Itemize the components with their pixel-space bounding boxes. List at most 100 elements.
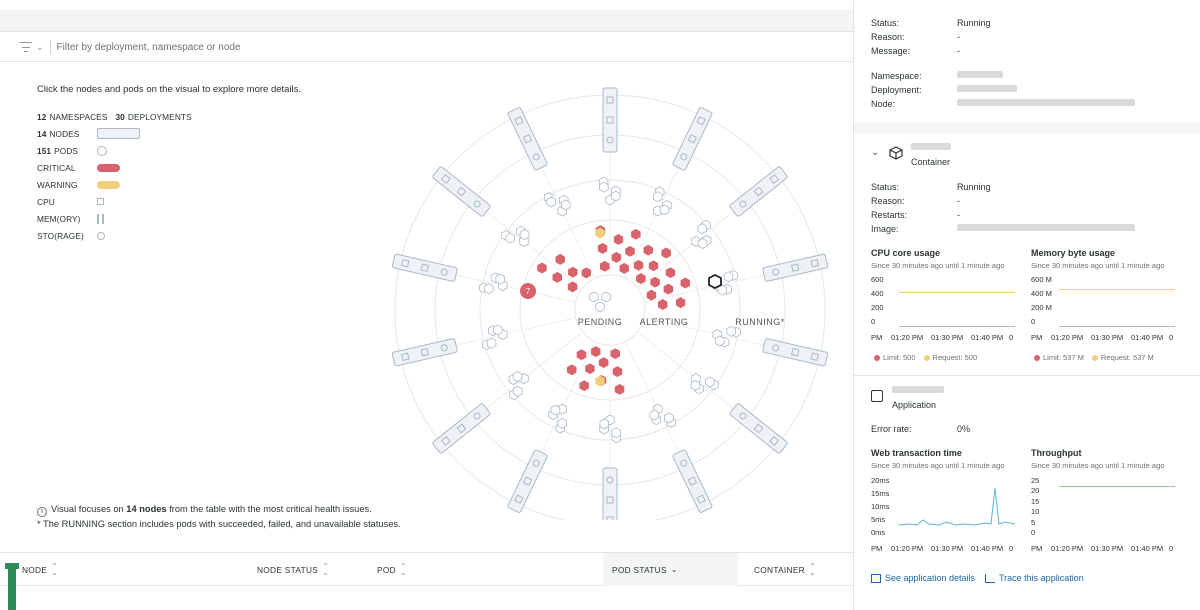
running-pod[interactable]	[697, 223, 707, 235]
critical-pod[interactable]	[650, 276, 660, 288]
critical-pod[interactable]	[566, 364, 577, 376]
critical-pod[interactable]	[537, 262, 547, 274]
critical-pod[interactable]	[675, 297, 686, 309]
column-pod[interactable]: POD ⌃ ⌄	[377, 553, 577, 586]
see-application-details-link[interactable]: See application details	[871, 573, 975, 583]
column-pod-status[interactable]: POD STATUS ⌄	[603, 553, 738, 586]
cpu-chart[interactable]: 600 400 200 0 PM 01:20 PM 01:30 PM 01:40…	[871, 275, 1015, 345]
critical-pod[interactable]	[657, 299, 668, 310]
running-pod[interactable]	[493, 324, 503, 336]
running-pod[interactable]	[723, 271, 734, 283]
node[interactable]	[762, 338, 829, 367]
running-pod[interactable]	[697, 238, 708, 249]
critical-pod[interactable]	[555, 253, 565, 265]
running-pod[interactable]	[705, 376, 715, 388]
sort-icon[interactable]: ⌃ ⌄	[51, 561, 59, 577]
critical-pod[interactable]	[663, 283, 674, 295]
pending-pod[interactable]	[589, 291, 599, 303]
critical-pod[interactable]	[579, 380, 589, 392]
sort-desc-icon[interactable]: ⌄	[670, 564, 678, 574]
running-pod[interactable]	[610, 190, 621, 202]
memory-chart[interactable]: 600 M 400 M 200 M 0 PM 01:20 PM 01:30 PM…	[1031, 275, 1175, 345]
critical-pod[interactable]	[576, 349, 587, 361]
running-pod[interactable]	[560, 199, 571, 211]
running-pod[interactable]	[714, 335, 725, 347]
critical-pod[interactable]	[680, 277, 691, 289]
critical-pod[interactable]	[613, 234, 624, 245]
running-pod[interactable]	[659, 204, 670, 216]
critical-pod[interactable]	[619, 262, 629, 274]
running-pod[interactable]	[664, 412, 674, 424]
running-pod[interactable]	[486, 337, 497, 349]
critical-pod[interactable]	[585, 363, 595, 375]
critical-pod[interactable]	[633, 259, 644, 271]
critical-pod[interactable]	[568, 266, 578, 278]
column-node-status[interactable]: NODE STATUS ⌃ ⌄	[257, 553, 367, 586]
running-pod[interactable]	[652, 191, 663, 203]
web-transaction-chart[interactable]: 20ms 15ms 10ms 5ms 0ms PM 01:20 PM 01:30…	[871, 476, 1015, 556]
filter-icon[interactable]	[20, 42, 32, 52]
filter-input[interactable]	[56, 41, 657, 53]
trace-application-link[interactable]: Trace this application	[985, 573, 1084, 583]
running-pod[interactable]	[495, 273, 505, 285]
running-pod[interactable]	[513, 385, 523, 397]
pending-critical-cluster[interactable]	[520, 283, 536, 299]
critical-pod[interactable]	[661, 247, 671, 259]
pending-pod[interactable]	[601, 291, 611, 303]
critical-pod[interactable]	[598, 357, 609, 369]
running-pod[interactable]	[726, 325, 736, 337]
running-pod[interactable]	[599, 418, 610, 430]
critical-pod[interactable]	[591, 346, 601, 358]
node[interactable]	[432, 403, 491, 454]
node[interactable]	[507, 449, 548, 513]
running-pod[interactable]	[611, 427, 621, 439]
pending-pod[interactable]	[595, 301, 605, 313]
column-container[interactable]: CONTAINER ⌃ ⌄	[754, 553, 844, 586]
warning-pod[interactable]	[595, 227, 605, 239]
critical-pod[interactable]	[646, 289, 657, 301]
collapse-chevron-icon[interactable]: ⌄	[871, 147, 880, 158]
critical-pod[interactable]	[567, 281, 578, 293]
node[interactable]	[391, 338, 458, 367]
running-pod[interactable]	[546, 196, 556, 208]
column-node[interactable]: NODE ⌃ ⌄	[22, 553, 222, 586]
critical-pod[interactable]	[665, 267, 676, 279]
sort-icon[interactable]: ⌃ ⌄	[322, 561, 330, 577]
running-pod[interactable]	[599, 181, 609, 193]
running-pod[interactable]	[649, 409, 660, 421]
sort-icon[interactable]: ⌃ ⌄	[808, 561, 816, 577]
critical-pod[interactable]	[612, 366, 623, 378]
node[interactable]	[729, 166, 788, 217]
node[interactable]	[672, 449, 713, 513]
critical-pod[interactable]	[599, 260, 610, 272]
critical-pod[interactable]	[648, 260, 659, 272]
running-pod[interactable]	[484, 283, 494, 295]
critical-pod[interactable]	[614, 383, 625, 395]
critical-pod[interactable]	[610, 348, 621, 360]
node[interactable]	[432, 166, 491, 217]
critical-pod[interactable]	[597, 242, 608, 254]
node[interactable]	[672, 107, 713, 171]
chevron-down-icon[interactable]: ⌄	[36, 41, 44, 52]
running-pod[interactable]	[505, 232, 515, 244]
critical-pod[interactable]	[636, 273, 646, 285]
running-pod[interactable]	[690, 379, 701, 391]
selected-pod[interactable]	[708, 273, 722, 290]
node[interactable]	[391, 253, 458, 282]
scroll-marker[interactable]	[5, 563, 19, 610]
critical-pod[interactable]	[643, 244, 654, 256]
critical-pod[interactable]	[581, 267, 592, 279]
node[interactable]	[602, 467, 618, 533]
critical-pod[interactable]	[552, 271, 563, 283]
sort-icon[interactable]: ⌃ ⌄	[399, 561, 407, 577]
node[interactable]	[762, 253, 829, 282]
running-pod[interactable]	[550, 404, 561, 416]
node[interactable]	[602, 87, 618, 153]
running-pod[interactable]	[512, 371, 523, 382]
cluster-radial-visual[interactable]: 7 PENDING ALERTING RUNNING*	[380, 80, 840, 533]
warning-pod[interactable]	[595, 375, 605, 387]
critical-pod[interactable]	[625, 245, 635, 257]
critical-pod[interactable]	[611, 251, 622, 263]
radial-chart[interactable]: 7 PENDING ALERTING RUNNING*	[380, 80, 840, 533]
node[interactable]	[507, 107, 548, 171]
